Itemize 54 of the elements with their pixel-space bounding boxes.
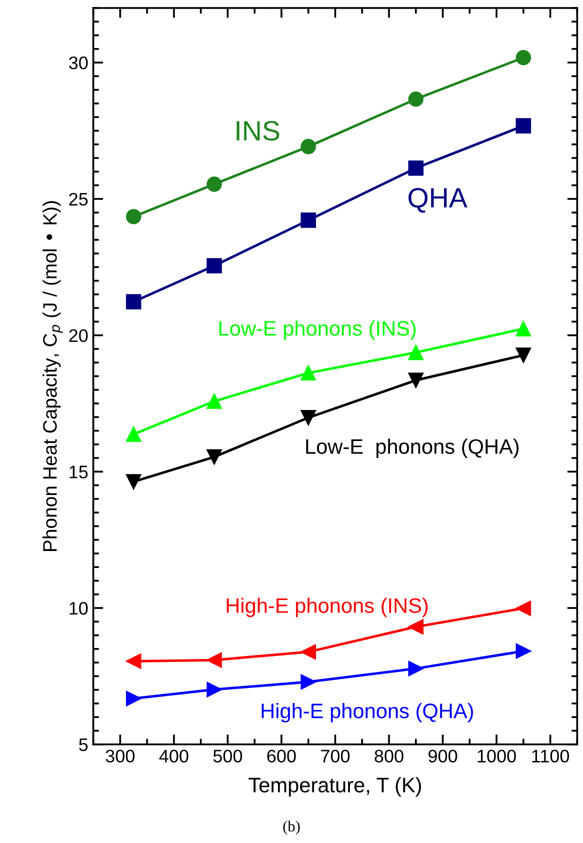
- point: [300, 138, 316, 154]
- point: [126, 426, 142, 442]
- point: [206, 176, 222, 192]
- point: [126, 474, 142, 490]
- y-axis-title: Phonon Heat Capacity, C$_{p}$ (J / (mol • K)): [42, 201, 63, 551]
- point: [516, 600, 532, 616]
- x-tick-label: 300: [106, 750, 135, 762]
- point: [126, 690, 142, 706]
- y-tick-label: 10: [70, 602, 88, 615]
- point: [206, 258, 222, 274]
- x-tick-label: 600: [267, 750, 296, 762]
- x-axis-title: Temperature, T (K): [248, 777, 421, 797]
- point: [300, 410, 316, 426]
- x-tick-label: 900: [428, 750, 458, 762]
- point: [206, 394, 222, 409]
- x-tick-label: 1100: [532, 750, 569, 762]
- series-label: High-E phonons (INS): [226, 598, 428, 618]
- series-label: High-E phonons (QHA): [262, 702, 473, 722]
- point: [126, 654, 142, 669]
- series-label: Low-E phonons (INS): [219, 320, 416, 340]
- point: [516, 321, 532, 336]
- x-tick-label: 500: [213, 750, 242, 762]
- point: [300, 644, 316, 660]
- x-tick-label: 700: [321, 750, 350, 762]
- point: [408, 91, 424, 107]
- point: [206, 682, 222, 698]
- point: [300, 212, 316, 228]
- x-tick-label: 400: [159, 750, 188, 762]
- point: [516, 118, 532, 134]
- point: [206, 652, 222, 668]
- x-tick-label: 800: [374, 750, 404, 762]
- point: [408, 660, 424, 676]
- point: [300, 365, 316, 381]
- point: [408, 372, 424, 388]
- point: [300, 674, 316, 690]
- point: [408, 344, 424, 360]
- series-label: QHA: [408, 188, 468, 213]
- y-tick-label: 20: [69, 329, 88, 342]
- series-label: Low-E phonons (QHA): [306, 438, 519, 458]
- point: [126, 209, 142, 224]
- y-tick-label: 15: [70, 466, 88, 478]
- point: [126, 294, 142, 310]
- y-tick-label: 5: [79, 738, 88, 752]
- point: [408, 160, 424, 176]
- point: [408, 619, 424, 634]
- y-tick-label: 25: [69, 192, 88, 206]
- point: [206, 449, 222, 465]
- point: [516, 348, 532, 363]
- y-tick-label: 30: [69, 56, 88, 70]
- series-label: INS: [236, 120, 280, 141]
- text: (b): [283, 820, 300, 835]
- point: [516, 643, 532, 659]
- x-tick-label: 1000: [478, 750, 516, 762]
- point: [516, 50, 532, 66]
